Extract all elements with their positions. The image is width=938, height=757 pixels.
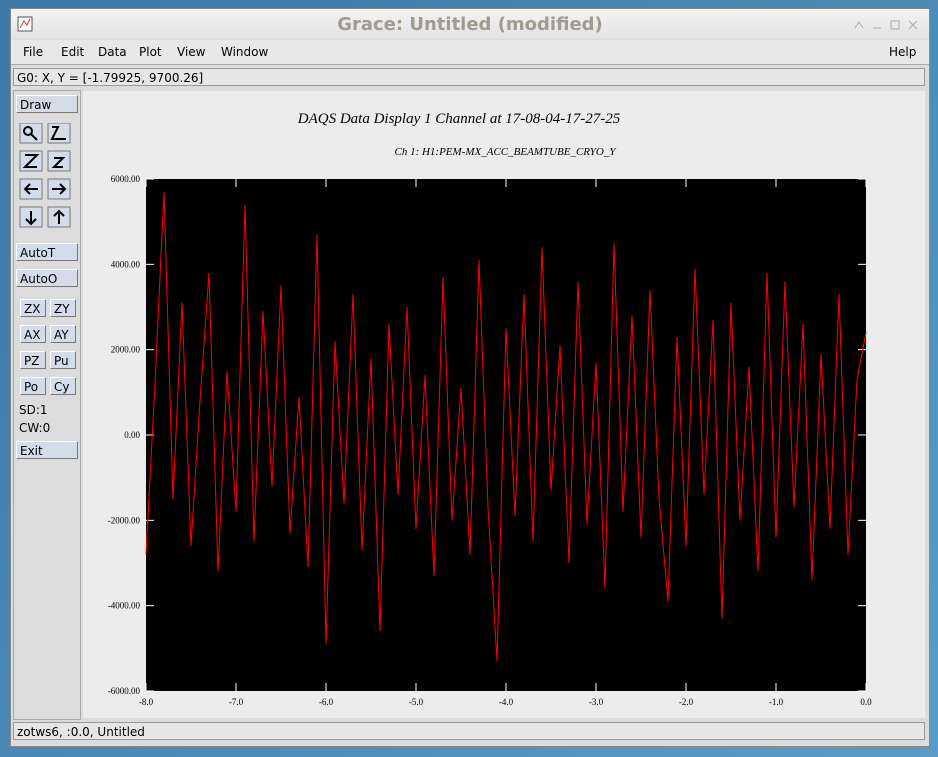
window-controls[interactable] <box>851 18 923 32</box>
grace-window: Grace: Untitled (modified) File Edit Dat… <box>10 8 930 747</box>
x-tick-label: -8.0 <box>139 697 154 707</box>
y-tick-label: -4000.00 <box>108 601 141 611</box>
x-tick-label: 0.0 <box>860 697 872 707</box>
autoscale-button[interactable]: AutoO <box>16 269 78 287</box>
plot-area <box>146 179 866 691</box>
info-label: CW:0 <box>19 421 51 435</box>
signal-line <box>145 191 867 662</box>
x-tick-label: -2.0 <box>679 697 694 707</box>
menu-item[interactable]: Window <box>221 45 269 59</box>
autoscale-button[interactable]: AutoT <box>16 243 78 261</box>
x-tick-label: -5.0 <box>409 697 424 707</box>
x-tick-label: -3.0 <box>589 697 604 707</box>
menu-item[interactable]: File <box>23 45 44 59</box>
tool-button[interactable]: AX <box>20 325 46 343</box>
title-bar: Grace: Untitled (modified) <box>11 9 929 39</box>
menu-item[interactable]: View <box>177 45 206 59</box>
info-label: SD:1 <box>19 403 48 417</box>
y-tick-label: 2000.00 <box>111 345 141 355</box>
menu-bar: File Edit Data Plot View Window Help <box>11 40 929 65</box>
x-tick-label: -7.0 <box>229 697 244 707</box>
menu-item[interactable]: Help <box>889 45 917 59</box>
status-bar: zotws6, :0.0, Untitled <box>13 722 925 740</box>
chart-subtitle: Ch 1: H1:PEM-MX_ACC_BEAMTUBE_CRYO_Y <box>394 146 617 158</box>
chart: DAQS Data Display 1 Channel at 17-08-04-… <box>108 111 872 707</box>
locator-bar: G0: X, Y = [-1.79925, 9700.26] <box>13 68 925 86</box>
exit-button[interactable]: Exit <box>16 441 78 459</box>
tool-icons[interactable] <box>18 123 74 233</box>
y-tick-label: -6000.00 <box>108 686 141 696</box>
y-tick-label: 0.00 <box>124 430 140 440</box>
x-tick-label: -1.0 <box>769 697 784 707</box>
y-tick-label: 4000.00 <box>111 259 141 269</box>
plot-canvas: DAQS Data Display 1 Channel at 17-08-04-… <box>83 91 925 718</box>
app-icon <box>17 16 33 32</box>
tool-button[interactable]: ZY <box>50 299 76 317</box>
y-tick-label: -2000.00 <box>108 515 141 525</box>
tool-button[interactable]: PZ <box>20 351 46 369</box>
tool-button[interactable]: Po <box>20 377 46 395</box>
window-title: Grace: Untitled (modified) <box>337 14 603 35</box>
x-tick-label: -4.0 <box>499 697 514 707</box>
toolbar: Draw AutoT AutoO ZX ZY AX AY PZ Pu Po Cy… <box>13 90 81 720</box>
chart-title: DAQS Data Display 1 Channel at 17-08-04-… <box>297 111 621 127</box>
tool-button[interactable]: Cy <box>50 377 76 395</box>
y-tick-label: 6000.00 <box>111 174 141 184</box>
menu-item[interactable]: Plot <box>139 45 162 59</box>
tool-button[interactable]: ZX <box>20 299 46 317</box>
tool-button[interactable]: Pu <box>50 351 76 369</box>
draw-button[interactable]: Draw <box>16 95 78 113</box>
tool-button[interactable]: AY <box>50 325 76 343</box>
x-tick-label: -6.0 <box>319 697 334 707</box>
menu-item[interactable]: Edit <box>61 45 85 59</box>
menu-item[interactable]: Data <box>98 45 127 59</box>
